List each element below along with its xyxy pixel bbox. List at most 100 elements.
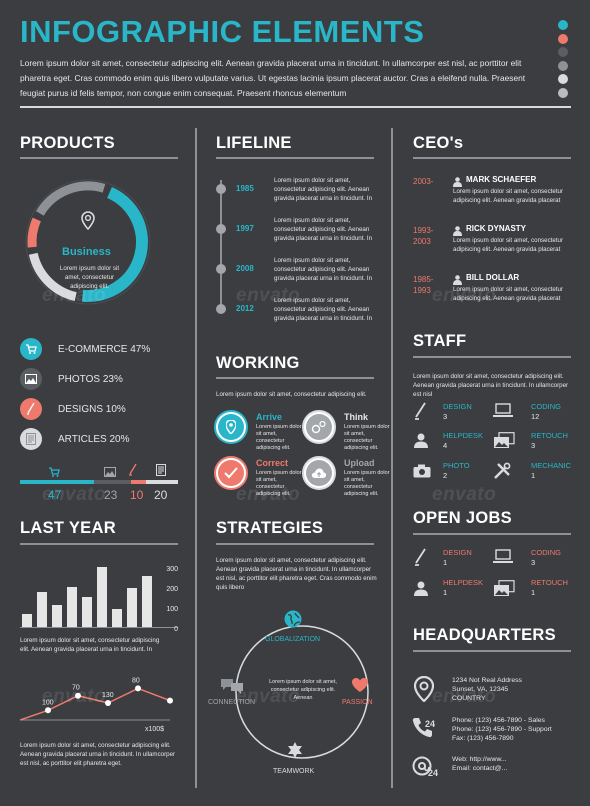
- location-pin-icon: [413, 675, 435, 707]
- dot: [558, 47, 568, 57]
- staff-count: 2: [443, 471, 448, 480]
- timeline-text: Lorem ipsum dolor sit amet, consectetur …: [274, 297, 373, 322]
- bar: [22, 613, 32, 627]
- staff-text: Lorem ipsum dolor sit amet, consectetur …: [413, 373, 569, 398]
- timeline-year: 1985: [236, 184, 254, 193]
- address-line: COUNTRY: [452, 695, 486, 702]
- timeline-dot: [216, 264, 226, 274]
- ceo-text: Lorem ipsum dolor sit amet, consectetur …: [453, 237, 564, 253]
- web-line: Web: http://www...: [452, 756, 507, 763]
- staff-count: 3: [531, 441, 536, 450]
- timeline-text: Lorem ipsum dolor sit amet, consectetur …: [274, 217, 373, 242]
- staff-label: HELPDESK: [443, 431, 484, 440]
- watermark: envato: [432, 285, 497, 306]
- bar: [127, 587, 137, 627]
- donut-slice-photos: [35, 181, 106, 216]
- timeline-text: Lorem ipsum dolor sit amet, consectetur …: [274, 177, 373, 202]
- image-icon: [20, 368, 42, 390]
- laptop-icon: [493, 403, 513, 423]
- line-point-label: 70: [72, 685, 80, 692]
- strategies-text: Lorem ipsum dolor sit amet, consectetur …: [216, 557, 377, 591]
- lifeline-list: 1985 Lorem ipsum dolor sit amet, consect…: [216, 172, 381, 332]
- pen-icon: [128, 463, 138, 481]
- line-point: [135, 685, 141, 692]
- puzzle-icon: [286, 741, 304, 764]
- check-icon: [218, 460, 244, 486]
- headquarters-divider: [413, 650, 571, 652]
- last-year-divider: [20, 543, 178, 545]
- ceo-name: BILL DOLLAR: [466, 273, 520, 282]
- dot: [558, 20, 568, 30]
- job-label: DESIGN: [443, 548, 472, 557]
- ceo-years: 1985- 1993: [413, 275, 434, 295]
- staff-divider: [413, 356, 571, 358]
- staff-count: 1: [531, 471, 536, 480]
- ceo-item: 2003- MARK SCHAEFER Lorem ipsum dolor si…: [413, 172, 573, 221]
- svg-text:24: 24: [425, 719, 435, 729]
- bar-value-ecommerce: 47: [48, 488, 62, 502]
- donut-slice-articles: [28, 252, 77, 302]
- gears-icon: [306, 414, 332, 440]
- bar-segment-photos: [94, 480, 131, 484]
- working-item-upload: Upload Lorem ipsum dolor sit amet, conse…: [302, 456, 390, 497]
- line-point: [167, 697, 173, 704]
- staff-grid: DESIGN 3 CODING 12 HELPDESK 4 RETOUCH 3 …: [413, 402, 578, 492]
- timeline-item: 1997 Lorem ipsum dolor sit amet, consect…: [216, 212, 381, 252]
- line-point: [75, 692, 81, 699]
- working-label: Correct: [256, 458, 289, 468]
- image-icon: [104, 464, 116, 482]
- timeline-year: 2012: [236, 304, 254, 313]
- ceo-text: Lorem ipsum dolor sit amet, consectetur …: [453, 188, 564, 204]
- job-count: 1: [531, 588, 536, 597]
- legend-item: ARTICLES 20%: [20, 428, 150, 450]
- color-dots: [558, 20, 570, 101]
- working-label: Think: [344, 412, 368, 422]
- working-icon-circle: [214, 456, 248, 490]
- donut-center-label: Business: [62, 246, 111, 258]
- line-chart-text: Lorem ipsum dolor sit amet, consectetur …: [20, 742, 176, 767]
- line-point: [45, 707, 51, 714]
- line-point-label: 80: [132, 677, 140, 684]
- legend-item: E-COMMERCE 47%: [20, 338, 150, 360]
- dot: [558, 74, 568, 84]
- working-desc: Lorem ipsum dolor sit amet, consectetur …: [256, 470, 302, 497]
- dot: [558, 33, 568, 44]
- watermark: envato: [42, 285, 107, 306]
- intro-text: Lorem ipsum dolor sit amet, consectetur …: [20, 58, 526, 98]
- working-label: Arrive: [256, 412, 283, 422]
- legend-label: PHOTOS 23%: [58, 373, 123, 385]
- bar: [52, 605, 62, 627]
- line-point-label: 130: [102, 692, 114, 699]
- bar: [142, 576, 152, 627]
- headset-icon: [413, 432, 429, 453]
- donut-slice-designs: [27, 217, 41, 248]
- svg-text:24: 24: [428, 768, 438, 778]
- staff-title: STAFF: [413, 332, 467, 350]
- person-icon: [453, 223, 462, 241]
- strategies-title: STRATEGIES: [216, 519, 324, 537]
- timeline-dot: [216, 304, 226, 314]
- hq-web: Web: http://www... Email: contact@...: [452, 755, 507, 773]
- line-point: [105, 700, 111, 706]
- bar-value-designs: 10: [130, 488, 144, 502]
- headquarters-title: HEADQUARTERS: [413, 626, 556, 644]
- bar-segment-articles: [146, 480, 178, 484]
- ceo-years: 1993- 2003: [413, 226, 434, 246]
- headset-icon: [413, 580, 429, 601]
- working-desc: Lorem ipsum dolor sit amet, consectetur …: [256, 424, 302, 451]
- bar-chart-y-axis: 300 200 100 0: [162, 560, 178, 640]
- ceo-years: 2003-: [413, 177, 434, 186]
- watermark: envato: [236, 285, 301, 306]
- working-item-arrive: Arrive Lorem ipsum dolor sit amet, conse…: [214, 410, 302, 451]
- working-label: Upload: [344, 458, 375, 468]
- working-text: Lorem ipsum dolor sit amet, consectetur …: [216, 391, 367, 398]
- hq-address: 1234 Not Real Address Sunset, VA, 12345 …: [452, 676, 522, 703]
- timeline-item: 1985 Lorem ipsum dolor sit amet, consect…: [216, 172, 381, 212]
- working-desc: Lorem ipsum dolor sit amet, consectetur …: [344, 424, 390, 451]
- lifeline-divider: [216, 157, 374, 159]
- heart-icon: [351, 677, 369, 698]
- at-24-icon: 24: [412, 754, 440, 783]
- working-icon-circle: [302, 410, 336, 444]
- watermark: envato: [432, 686, 497, 707]
- pen-icon: [413, 548, 427, 571]
